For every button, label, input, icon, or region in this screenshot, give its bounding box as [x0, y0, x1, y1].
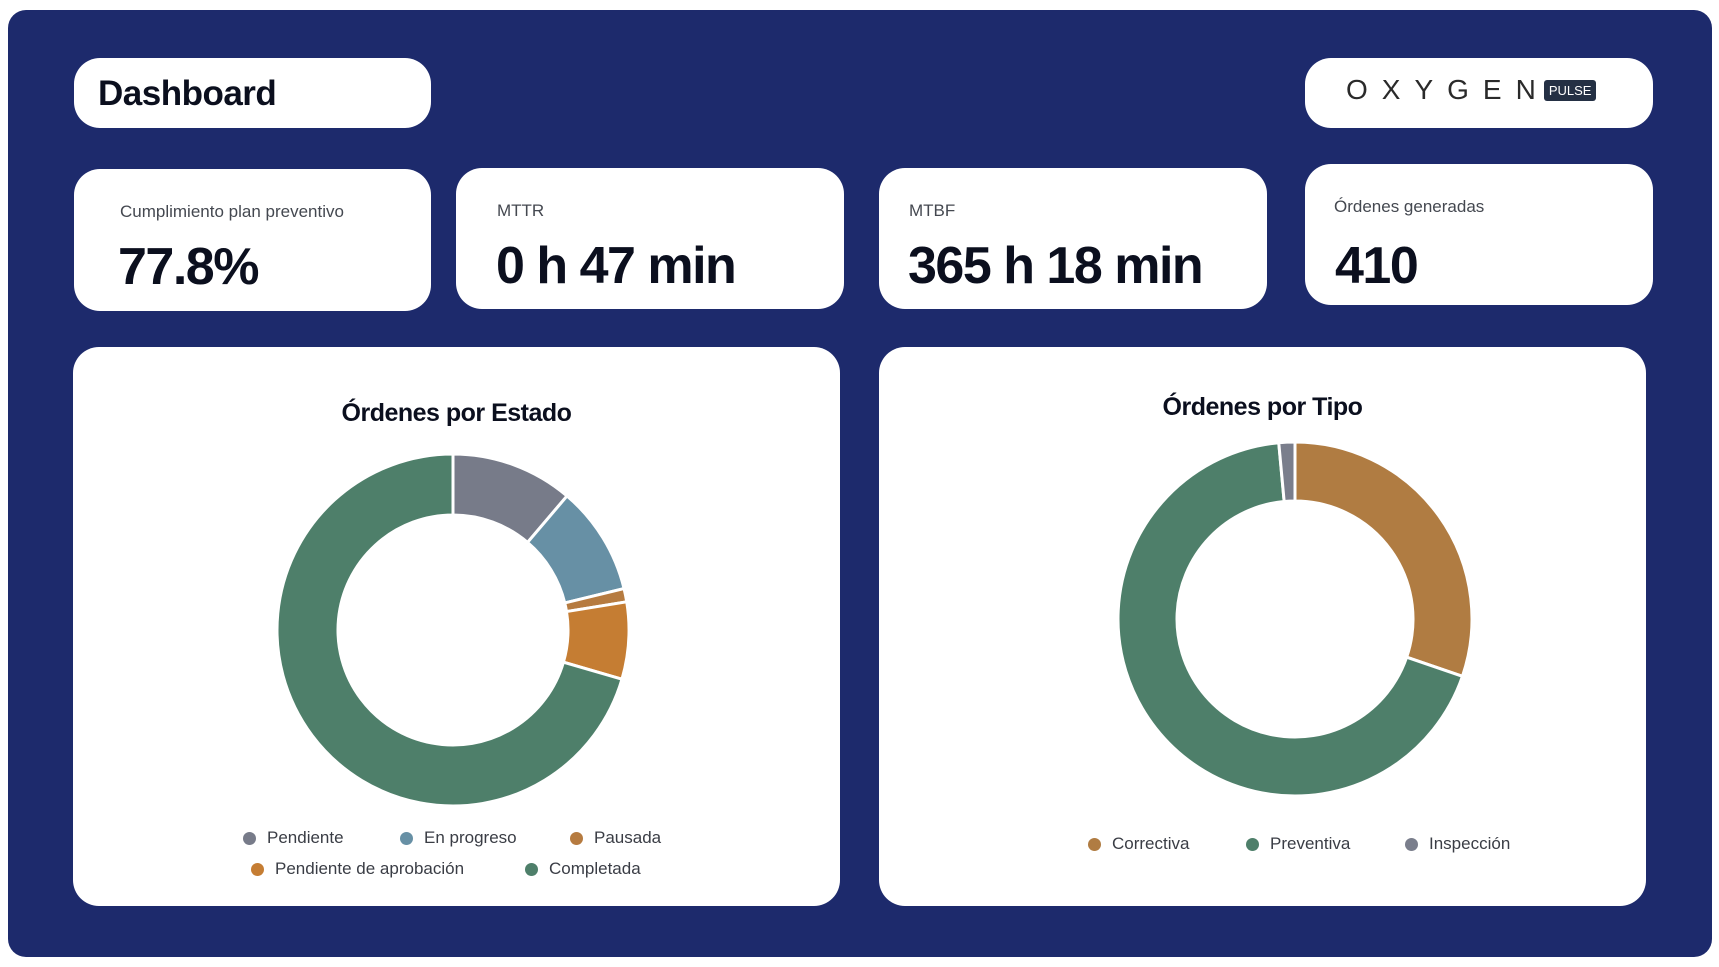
legend-dot-icon	[243, 831, 256, 845]
title-card: Dashboard	[74, 58, 431, 128]
donut-slice-correctiva[interactable]	[1293, 440, 1474, 679]
legend-dot-icon	[251, 862, 264, 876]
logo-badge: PULSE	[1543, 79, 1597, 101]
chart-title: Órdenes por Tipo	[1162, 393, 1363, 421]
kpi-label: MTBF	[909, 201, 956, 220]
logo-wordmark: OXYGEN	[1346, 74, 1550, 105]
logo-card: OXYGEN PULSE	[1305, 58, 1653, 128]
legend-dot-icon	[1088, 837, 1101, 851]
legend-item[interactable]: Pausada	[570, 828, 661, 848]
kpi-card-mtbf: MTBF 365 h 18 min	[879, 168, 1267, 309]
legend-dot-icon	[525, 862, 538, 876]
donut-slice-preventiva[interactable]	[1116, 441, 1465, 798]
kpi-label: Órdenes generadas	[1334, 197, 1485, 216]
donut-slice-inspección[interactable]	[1277, 440, 1297, 504]
chart-title: Órdenes por Estado	[341, 399, 572, 427]
legend-label: Pendiente	[267, 828, 344, 847]
legend-item[interactable]: Correctiva	[1088, 834, 1189, 854]
legend-item[interactable]: Inspección	[1405, 834, 1510, 854]
donut-slice-completada[interactable]	[275, 452, 624, 808]
oxygen-pulse-logo: OXYGEN PULSE	[1346, 74, 1597, 106]
legend-label: Correctiva	[1112, 834, 1190, 853]
chart-card-ordenes-por-estado: Órdenes por Estado Pendiente En progreso P…	[73, 347, 840, 906]
donut-chart-estado	[275, 452, 631, 808]
legend-item[interactable]: Pendiente	[243, 828, 344, 848]
page-title: Dashboard	[98, 74, 277, 113]
legend-dot-icon	[1405, 837, 1418, 851]
kpi-card-mttr: MTTR 0 h 47 min	[456, 168, 844, 309]
kpi-card-cumplimiento: Cumplimiento plan preventivo 77.8%	[74, 169, 431, 311]
legend-label: Completada	[549, 859, 641, 878]
legend-item[interactable]: Pendiente de aprobación	[251, 859, 464, 879]
kpi-label: Cumplimiento plan preventivo	[120, 202, 344, 221]
donut-chart-tipo	[1116, 440, 1474, 798]
kpi-card-ordenes-generadas: Órdenes generadas 410	[1305, 164, 1653, 305]
kpi-value: 77.8%	[118, 238, 259, 296]
legend-dot-icon	[570, 831, 583, 845]
legend-label: Preventiva	[1270, 834, 1351, 853]
legend-dot-icon	[400, 831, 413, 845]
kpi-value: 410	[1335, 237, 1419, 295]
legend-label: En progreso	[424, 828, 517, 847]
legend-label: Inspección	[1429, 834, 1511, 853]
legend-item[interactable]: Preventiva	[1246, 834, 1350, 854]
legend-dot-icon	[1246, 837, 1259, 851]
kpi-value: 0 h 47 min	[496, 237, 737, 295]
legend-item[interactable]: En progreso	[400, 828, 517, 848]
kpi-value: 365 h 18 min	[908, 237, 1204, 295]
kpi-label: MTTR	[497, 201, 545, 220]
legend-item[interactable]: Completada	[525, 859, 641, 879]
legend-label: Pendiente de aprobación	[275, 859, 465, 878]
chart-card-ordenes-por-tipo: Órdenes por Tipo Correctiva Preventiva Ins…	[879, 347, 1646, 906]
legend-label: Pausada	[594, 828, 662, 847]
